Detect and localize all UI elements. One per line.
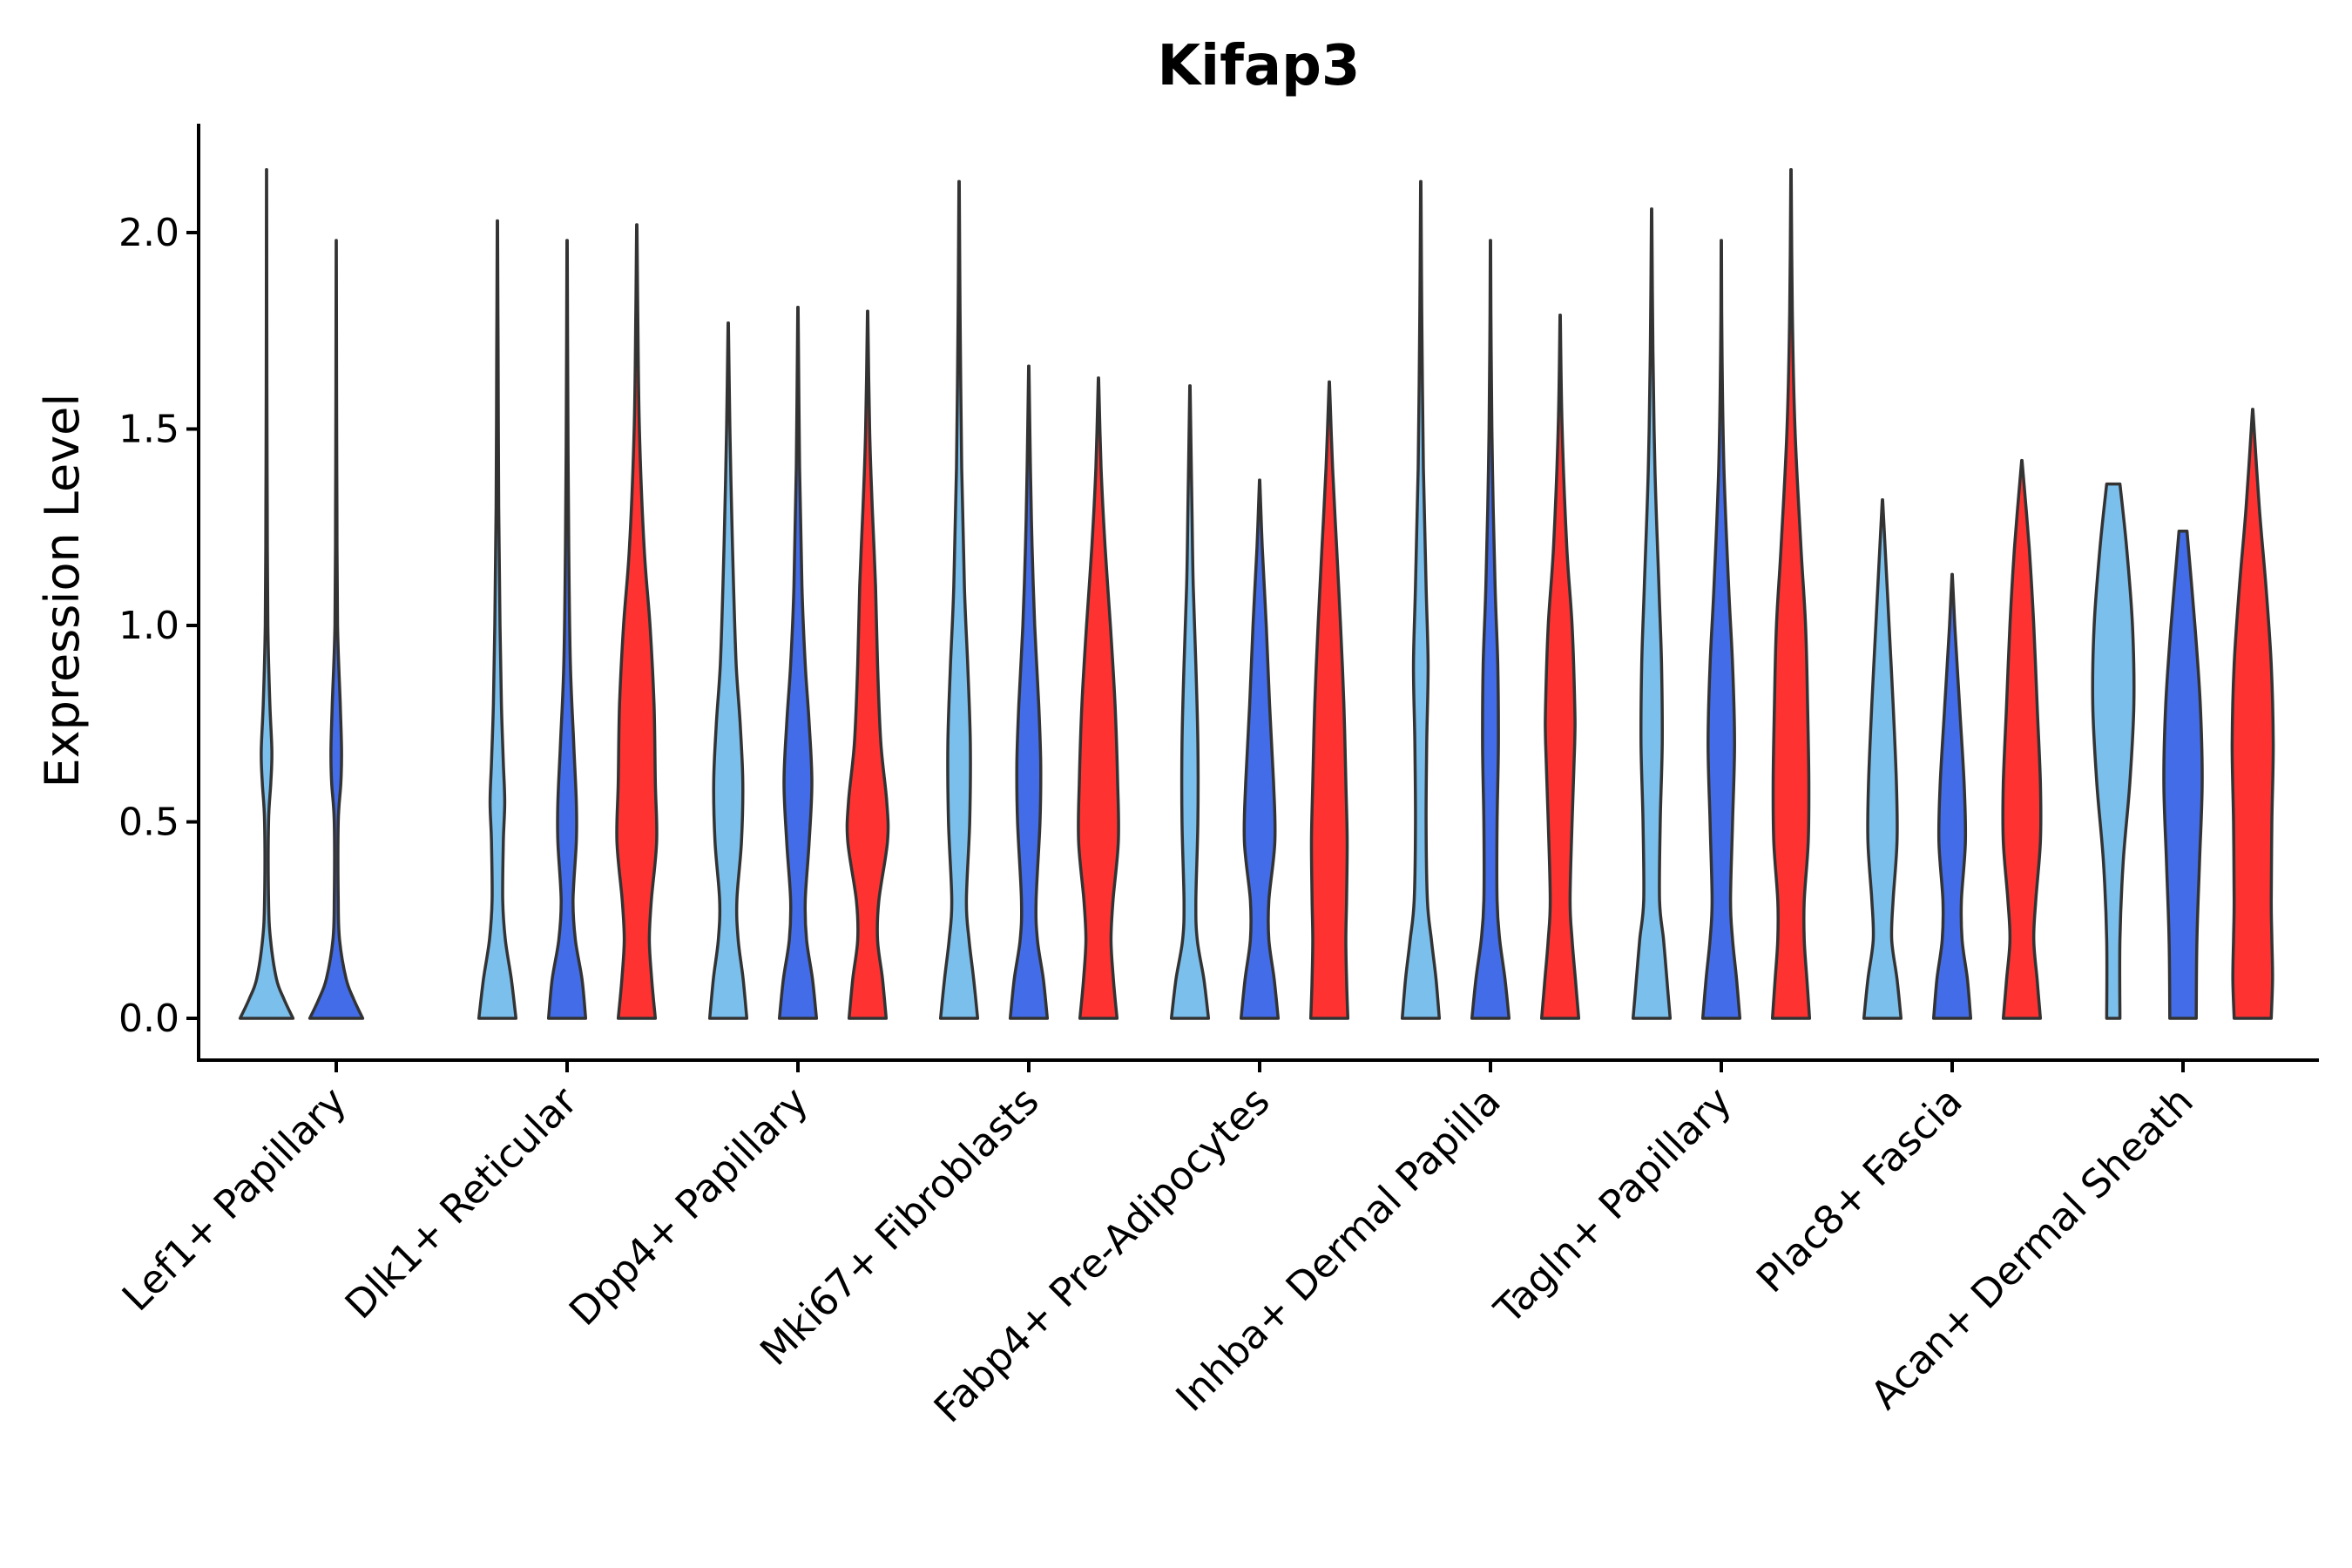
violin-condition-3 bbox=[2230, 408, 2275, 1020]
y-axis-label: Expression Level bbox=[35, 394, 90, 788]
violin-condition-1 bbox=[938, 179, 980, 1020]
x-tick-label: Lef1+ Papillary bbox=[113, 1078, 355, 1320]
violin-condition-2 bbox=[2162, 530, 2204, 1020]
x-tick-label: Tagln+ Papillary bbox=[1485, 1078, 1740, 1333]
violin-condition-1 bbox=[476, 219, 518, 1020]
violin-condition-2 bbox=[1008, 364, 1050, 1020]
x-tick-label: Plac8+ Fascia bbox=[1747, 1078, 1971, 1301]
violin-condition-3 bbox=[1308, 380, 1350, 1020]
violins-layer bbox=[238, 168, 2275, 1020]
x-tick-label: Dlk1+ Reticular bbox=[336, 1078, 586, 1328]
violin-condition-3 bbox=[1077, 376, 1120, 1020]
violin-condition-2 bbox=[1700, 239, 1742, 1020]
violin-condition-2 bbox=[546, 239, 588, 1020]
violin-condition-2 bbox=[1239, 478, 1281, 1020]
violin-condition-1 bbox=[1862, 497, 1903, 1020]
violin-condition-2 bbox=[777, 305, 819, 1020]
violin-condition-3 bbox=[1770, 168, 1812, 1020]
violin-condition-3 bbox=[845, 309, 890, 1020]
y-tick-label: 1.5 bbox=[118, 408, 179, 452]
chart-title: Kifap3 bbox=[1158, 34, 1361, 98]
y-axis-ticks: 0.0 0.5 1.0 1.5 2.0 bbox=[118, 211, 199, 1041]
y-tick-label: 0.5 bbox=[118, 801, 179, 845]
y-tick-label: 0.0 bbox=[118, 997, 179, 1041]
violin-condition-1 bbox=[707, 321, 749, 1020]
x-tick-label: Dpp4+ Papillary bbox=[560, 1078, 817, 1335]
violin-condition-1 bbox=[2091, 482, 2136, 1020]
violin-condition-2 bbox=[1470, 239, 1511, 1020]
violin-condition-3 bbox=[2001, 458, 2043, 1020]
violin-condition-1 bbox=[1400, 179, 1442, 1020]
violin-condition-3 bbox=[615, 223, 659, 1020]
y-tick-label: 2.0 bbox=[118, 211, 179, 255]
y-tick-label: 1.0 bbox=[118, 604, 179, 648]
violin-condition-1 bbox=[1169, 384, 1211, 1020]
violin-condition-2 bbox=[308, 239, 365, 1020]
violin-condition-2 bbox=[1931, 572, 1973, 1020]
violin-condition-1 bbox=[1631, 207, 1673, 1020]
violin-condition-3 bbox=[1539, 313, 1581, 1020]
violin-condition-1 bbox=[238, 168, 295, 1020]
